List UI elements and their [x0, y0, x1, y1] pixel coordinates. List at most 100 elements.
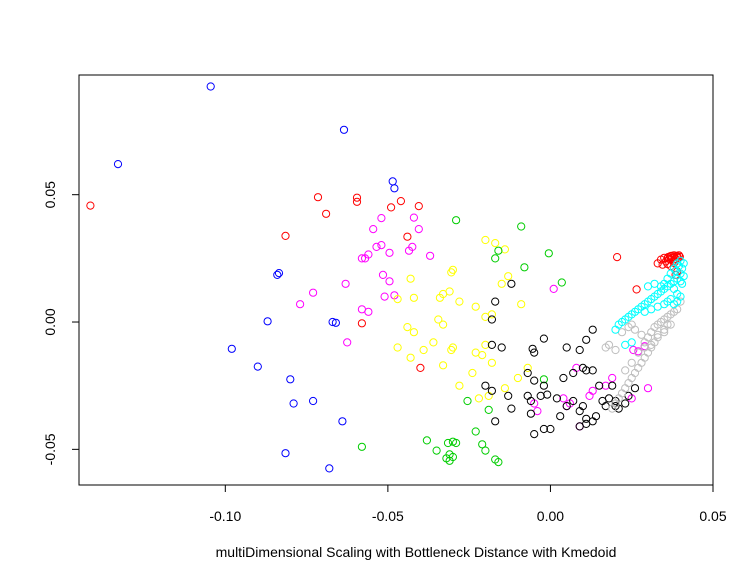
data-point: [523, 391, 532, 400]
data-point: [585, 391, 594, 400]
data-point: [478, 351, 487, 360]
data-point: [487, 386, 496, 395]
data-point: [539, 424, 549, 434]
data-point: [445, 456, 454, 465]
data-point: [504, 391, 513, 400]
data-point: [523, 363, 532, 372]
data-point: [380, 292, 389, 301]
data-point: [403, 232, 412, 241]
data-point: [448, 265, 457, 274]
data-points: [86, 82, 688, 473]
data-point: [313, 193, 323, 202]
data-point: [419, 345, 428, 355]
data-point: [507, 404, 516, 413]
data-point: [487, 358, 496, 367]
data-point: [404, 246, 414, 255]
data-point: [471, 302, 480, 311]
data-point: [601, 381, 610, 390]
data-point: [352, 193, 362, 202]
data-point: [206, 82, 215, 91]
data-point: [361, 254, 370, 263]
data-point: [608, 373, 617, 383]
data-point: [474, 394, 483, 403]
data-point: [452, 438, 461, 448]
data-point: [274, 269, 284, 278]
data-point: [487, 340, 496, 349]
data-point: [595, 381, 604, 390]
data-point: [617, 389, 627, 398]
data-point: [484, 405, 493, 414]
data-point: [500, 384, 509, 393]
data-point: [591, 412, 601, 421]
data-point: [517, 222, 526, 231]
data-point: [578, 402, 588, 411]
data-point: [604, 340, 614, 349]
data-point: [409, 213, 418, 222]
data-point: [263, 317, 272, 326]
data-point: [452, 216, 461, 225]
data-point: [640, 353, 649, 362]
data-point: [414, 225, 423, 234]
x-tick-label: -0.10: [209, 508, 241, 524]
y-tick-label: 0.00: [42, 308, 58, 335]
data-point: [608, 381, 617, 390]
data-point: [517, 300, 526, 309]
data-point: [281, 449, 290, 458]
data-point: [343, 338, 352, 347]
data-point: [627, 358, 636, 367]
data-point: [273, 270, 282, 279]
data-point: [434, 315, 443, 324]
data-point: [328, 317, 337, 327]
data-point: [528, 344, 537, 353]
data-point: [443, 438, 453, 448]
plot-frame: [78, 74, 714, 486]
data-point: [556, 412, 565, 421]
data-point: [562, 343, 571, 352]
data-point: [455, 381, 464, 390]
y-tick-label: 0.05: [42, 181, 58, 208]
data-point: [414, 202, 423, 211]
data-point: [679, 259, 688, 268]
data-point: [390, 184, 399, 193]
data-point: [630, 368, 640, 378]
data-point: [481, 235, 490, 245]
data-point: [494, 246, 503, 255]
data-point: [491, 297, 500, 306]
data-point: [385, 248, 394, 257]
data-point: [630, 325, 640, 334]
data-point: [289, 399, 298, 408]
data-point: [673, 297, 682, 306]
x-tick-label: -0.05: [372, 508, 404, 524]
data-point: [658, 260, 667, 269]
data-point: [309, 396, 318, 406]
data-point: [403, 323, 412, 332]
data-point: [463, 396, 472, 406]
data-point: [536, 391, 545, 400]
data-point: [621, 384, 630, 393]
data-point: [439, 361, 448, 370]
data-point: [253, 362, 262, 371]
data-point: [632, 285, 641, 294]
x-tick-label: 0.05: [699, 508, 726, 524]
data-point: [369, 225, 378, 234]
data-point: [406, 353, 415, 362]
data-point: [339, 125, 349, 134]
data-point: [331, 318, 340, 327]
data-point: [552, 394, 562, 403]
data-point: [388, 177, 397, 186]
y-tick-label: -0.05: [42, 433, 58, 465]
data-point: [377, 214, 386, 223]
data-point: [387, 203, 396, 212]
data-point: [481, 340, 490, 349]
data-point: [637, 358, 646, 367]
data-point: [666, 320, 675, 329]
data-point: [429, 338, 438, 347]
data-point: [526, 396, 536, 406]
data-point: [481, 381, 490, 390]
data-point: [227, 344, 236, 353]
data-point: [426, 251, 435, 260]
data-point: [647, 340, 656, 349]
data-point: [530, 430, 539, 439]
data-point: [378, 270, 388, 279]
data-point: [497, 279, 506, 288]
